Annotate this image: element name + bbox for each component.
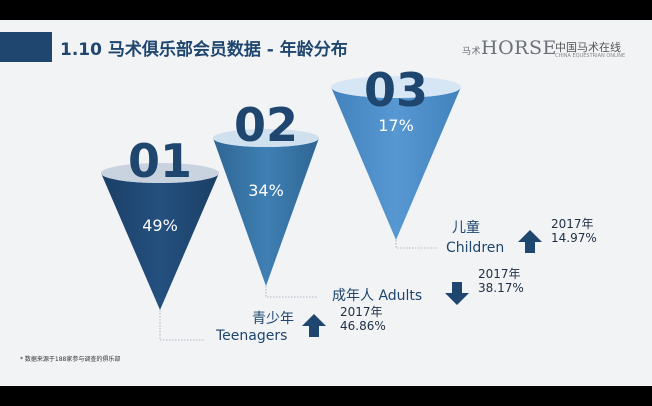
- china-equestrian-logo: 中国马术在线: [555, 41, 621, 54]
- rank-number: 02: [234, 98, 298, 152]
- percent-label: 34%: [248, 181, 284, 200]
- leader-line: [395, 240, 437, 249]
- compare-year: 2017年: [340, 305, 383, 319]
- arrow-up-icon: [302, 314, 326, 337]
- title-accent-bar: [0, 32, 52, 62]
- leader-line: [159, 310, 205, 341]
- cone-2: [213, 138, 319, 286]
- category-label-zh: 儿童: [452, 219, 480, 236]
- category-label-en: Children: [446, 240, 504, 256]
- footnote: * 数据来源于188家参与调查的俱乐部: [20, 356, 121, 363]
- leader-line: [265, 286, 318, 298]
- compare-value: 46.86%: [340, 319, 386, 333]
- cone-top-3: [331, 76, 461, 98]
- rank-number: 03: [364, 63, 428, 117]
- cone-top-1: [101, 163, 219, 183]
- category-label: 成年人 Adults: [332, 288, 422, 304]
- arrow-up-icon: [518, 230, 542, 253]
- compare-value: 14.97%: [551, 231, 597, 245]
- rank-number: 01: [128, 134, 192, 188]
- category-label-en: Teenagers: [215, 328, 287, 344]
- percent-label: 49%: [142, 216, 178, 235]
- compare-year: 2017年: [478, 267, 521, 281]
- compare-value: 38.17%: [478, 281, 524, 295]
- cone-3: [331, 87, 461, 240]
- cone-top-2: [213, 129, 319, 147]
- china-equestrian-logo-sub: CHINA EQUESTRIAN ONLINE: [555, 53, 626, 59]
- compare-year: 2017年: [551, 217, 594, 231]
- horse-logo: 马术HORSE: [462, 37, 557, 59]
- category-label-zh: 青少年: [252, 311, 294, 327]
- percent-label: 17%: [378, 116, 414, 135]
- arrow-down-icon: [445, 282, 469, 305]
- cone-1: [101, 173, 219, 310]
- slide-title: 1.10 马术俱乐部会员数据 - 年龄分布: [60, 40, 348, 60]
- slide: 1.10 马术俱乐部会员数据 - 年龄分布 马术HORSE 中国马术在线 CHI…: [0, 20, 652, 386]
